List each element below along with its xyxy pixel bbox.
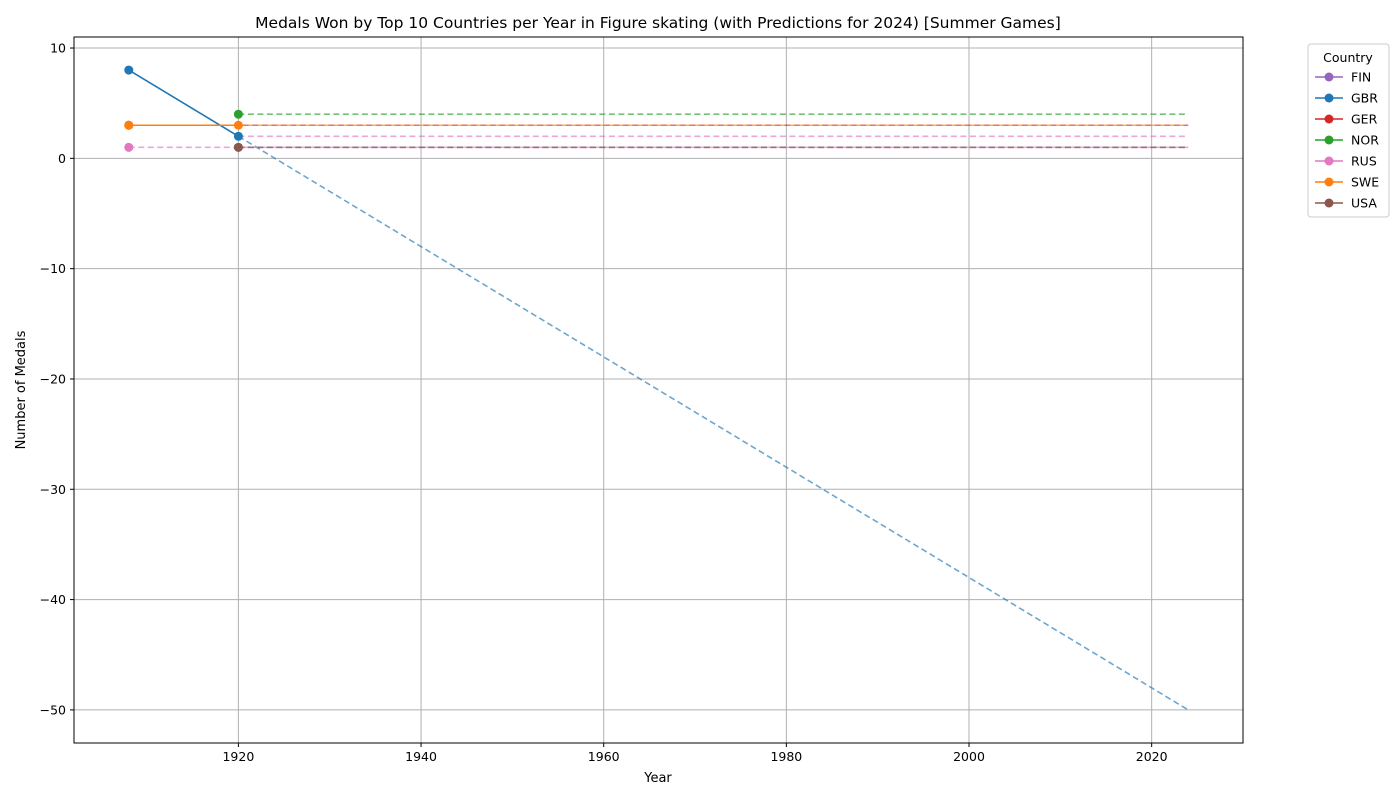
legend-entries: FIN GBR GER NOR RUS SWE USA: [1315, 70, 1379, 211]
legend-label: NOR: [1351, 133, 1379, 148]
series-layer: [124, 65, 1189, 711]
y-tick-label: −40: [40, 592, 66, 607]
legend-entry-fin: FIN: [1315, 70, 1371, 85]
plot-frame: [73, 36, 1244, 744]
data-point-swe: [233, 120, 243, 130]
legend-entry-swe: SWE: [1315, 175, 1379, 190]
y-tick-label: 0: [58, 151, 66, 166]
legend-marker: [1324, 93, 1334, 103]
legend-label: RUS: [1351, 154, 1377, 169]
legend-label: USA: [1351, 196, 1377, 211]
legend-label: GBR: [1351, 91, 1378, 106]
data-point-nor: [233, 109, 243, 119]
x-axis-label: Year: [643, 771, 672, 786]
legend-box: [1307, 43, 1390, 218]
data-point-gbr: [233, 131, 243, 141]
data-point-gbr: [124, 65, 134, 75]
legend-marker: [1324, 156, 1334, 166]
legend-marker: [1324, 114, 1334, 124]
chart-title: Medals Won by Top 10 Countries per Year …: [255, 14, 1061, 32]
x-tick-label: 1920: [222, 749, 254, 764]
y-tick-label: −50: [40, 702, 66, 717]
y-tick-label: 10: [50, 41, 66, 56]
legend: Country FIN GBR GER NOR RUS SWE USA: [1307, 43, 1390, 218]
legend-entry-usa: USA: [1315, 196, 1377, 211]
legend-marker: [1324, 135, 1334, 145]
legend-title: Country: [1323, 50, 1373, 65]
data-point-rus: [124, 142, 134, 152]
x-tick-label: 2000: [953, 749, 985, 764]
prediction-line-gbr: [237, 135, 1189, 711]
x-tick-label: 1940: [405, 749, 437, 764]
data-point-usa: [233, 142, 243, 152]
y-tick-label: −30: [40, 482, 66, 497]
legend-entry-nor: NOR: [1315, 133, 1379, 148]
legend-marker: [1324, 177, 1334, 187]
grid: [74, 37, 1243, 743]
y-tick-label: −10: [40, 261, 66, 276]
y-axis-label: Number of Medals: [14, 330, 29, 449]
legend-label: GER: [1351, 112, 1378, 127]
legend-entry-rus: RUS: [1315, 154, 1377, 169]
legend-label: FIN: [1351, 70, 1371, 85]
legend-entry-gbr: GBR: [1315, 91, 1378, 106]
legend-marker: [1324, 198, 1334, 208]
x-tick-label: 2020: [1136, 749, 1168, 764]
data-point-swe: [124, 120, 134, 130]
y-tick-label: −20: [40, 371, 66, 386]
x-tick-label: 1980: [770, 749, 802, 764]
legend-entry-ger: GER: [1315, 112, 1378, 127]
x-tick-label: 1960: [588, 749, 620, 764]
legend-marker: [1324, 72, 1334, 82]
axis-ticks: 1920 1940 1960 1980 2000 2020 10 0 −10 −20 −30 −40 −…: [40, 41, 1168, 764]
legend-label: SWE: [1351, 175, 1379, 190]
